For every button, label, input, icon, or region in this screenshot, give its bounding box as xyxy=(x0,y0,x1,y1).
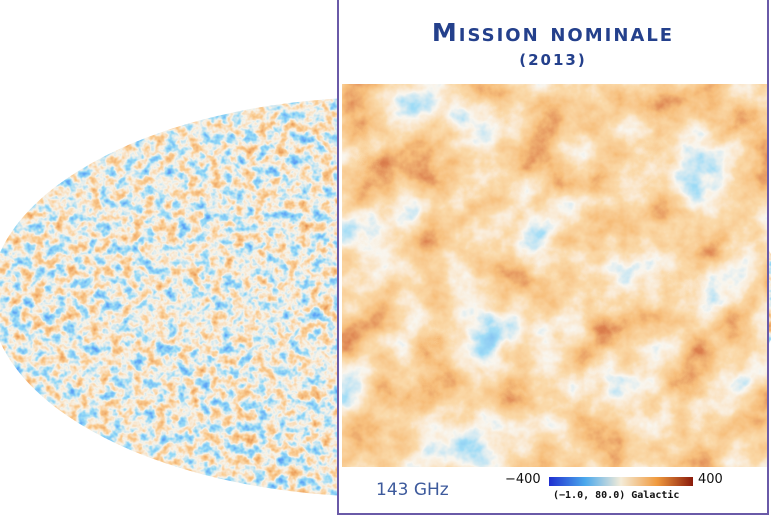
zoom-panel: Mission nominale (2013) 143 GHz −400 xyxy=(337,0,769,515)
coordinates-label: (−1.0, 80.0) Galactic xyxy=(553,490,680,501)
panel-subtitle: (2013) xyxy=(519,51,587,69)
colorbar-max-label: 400 xyxy=(698,472,723,487)
cmb-patch-map xyxy=(342,84,767,467)
colorbar-min-label: −400 xyxy=(505,472,541,487)
frequency-label: 143 GHz xyxy=(376,480,449,500)
panel-title: Mission nominale xyxy=(431,18,675,47)
colorbar xyxy=(549,477,693,486)
